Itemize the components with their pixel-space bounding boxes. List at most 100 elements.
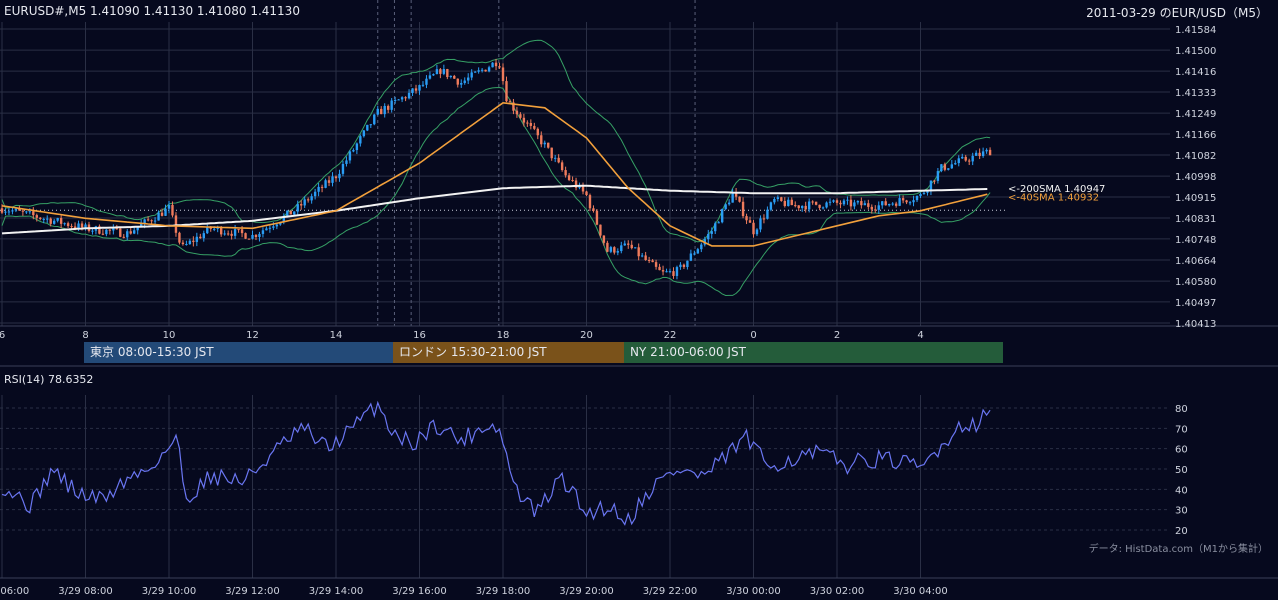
candle-body: [947, 168, 950, 170]
candle-body: [877, 205, 880, 210]
sma40-annotation: <-40SMA 1.40932: [1008, 193, 1099, 204]
price-tick-label: 1.40998: [1175, 172, 1216, 183]
candle-body: [313, 191, 317, 197]
candle-body: [613, 247, 616, 253]
candle-body: [293, 211, 296, 215]
candle-body: [202, 233, 205, 239]
candle-body: [540, 135, 543, 145]
candle-body: [856, 201, 860, 203]
candle-body: [219, 227, 223, 235]
candle-body: [606, 242, 609, 252]
candle-body: [787, 199, 790, 207]
candle-body: [390, 100, 393, 110]
candle-body: [70, 226, 73, 228]
price-tick-label: 1.41166: [1175, 130, 1216, 141]
candle-body: [362, 130, 366, 137]
candle-body: [331, 176, 334, 183]
candle-body: [658, 266, 661, 271]
candle-body: [884, 201, 887, 206]
candle-body: [320, 186, 324, 188]
candle-body: [251, 234, 254, 239]
candle-body: [776, 197, 780, 199]
candle-body: [901, 198, 905, 201]
candle-body: [835, 200, 839, 203]
candle-body: [383, 105, 386, 115]
candle-body: [929, 180, 933, 191]
candle-body: [46, 218, 49, 220]
candle-body: [950, 164, 954, 169]
time-tick-label: 3/30 02:00: [810, 586, 864, 597]
candle-body: [978, 152, 981, 157]
candle-body: [985, 149, 988, 152]
candle-body: [543, 142, 546, 145]
candle-body: [188, 240, 192, 245]
candle-body: [432, 74, 435, 76]
candle-body: [811, 201, 814, 203]
candle-body: [11, 210, 14, 212]
candle-body: [167, 204, 171, 209]
candle-body: [759, 218, 762, 230]
candle-body: [467, 77, 470, 81]
candle-body: [98, 226, 101, 234]
candle-body: [226, 233, 230, 235]
candle-body: [870, 206, 873, 210]
candle-body: [724, 204, 727, 210]
candle-body: [359, 136, 362, 144]
candle-body: [640, 255, 644, 257]
time-tick-label: 3/29 16:00: [392, 586, 446, 597]
candle-body: [828, 201, 832, 203]
candle-body: [139, 223, 143, 228]
candle-body: [59, 218, 63, 224]
hour-tick-label: 14: [330, 330, 343, 341]
candle-body: [223, 233, 226, 235]
grid-lines: [0, 0, 1278, 579]
candle-body: [192, 240, 195, 242]
candle-body: [922, 192, 926, 194]
price-tick-label: 1.41416: [1175, 67, 1216, 78]
candle-body: [39, 217, 42, 219]
candle-body: [720, 209, 724, 223]
candle-body: [529, 123, 533, 126]
candle-body: [623, 243, 626, 246]
rsi-tick-label: 30: [1175, 506, 1188, 517]
candle-body: [453, 75, 456, 79]
hour-tick-label: 16: [413, 330, 426, 341]
rsi-line: [1, 400, 991, 526]
candle-body: [91, 230, 94, 232]
candle-body: [348, 151, 352, 161]
candle-body: [171, 204, 174, 216]
candle-body: [498, 66, 501, 68]
candle-body: [174, 215, 178, 233]
candle-body: [505, 81, 508, 102]
candle-body: [237, 229, 240, 231]
candle-body: [195, 236, 199, 242]
candle-body: [971, 155, 974, 162]
candle-body: [439, 69, 442, 74]
candle-body: [675, 267, 679, 276]
hour-tick-label: 10: [163, 330, 176, 341]
candle-body: [418, 85, 421, 91]
candle-body: [898, 198, 901, 206]
candle-body: [386, 105, 390, 110]
candle-body: [115, 228, 119, 230]
candle-body: [296, 204, 299, 212]
candle-body: [727, 202, 731, 205]
candle-body: [693, 253, 696, 255]
time-tick-label: 3/29 18:00: [476, 586, 530, 597]
hour-tick-label: 20: [580, 330, 593, 341]
candle-body: [574, 180, 578, 188]
candle-body: [560, 162, 564, 171]
candle-body: [508, 101, 512, 103]
candle-body: [473, 71, 477, 73]
candle-body: [460, 83, 463, 85]
rsi-tick-label: 70: [1175, 424, 1188, 435]
candle-body: [585, 191, 588, 196]
candle-body: [484, 69, 487, 72]
candle-body: [634, 247, 637, 249]
candle-body: [446, 69, 449, 78]
price-tick-label: 1.41333: [1175, 88, 1216, 99]
candle-body: [773, 198, 776, 203]
rsi-tick-label: 20: [1175, 526, 1188, 537]
candle-body: [494, 62, 498, 67]
candle-body: [915, 196, 919, 201]
